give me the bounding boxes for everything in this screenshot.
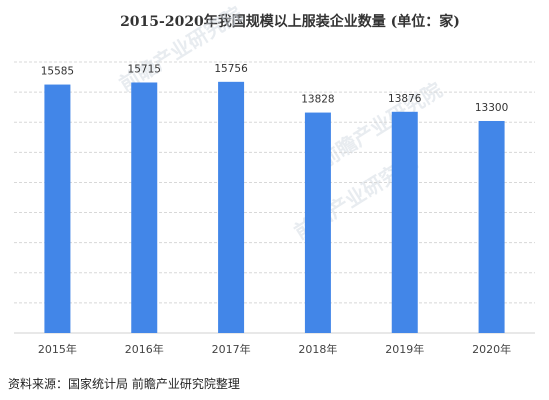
bar — [304, 112, 331, 333]
x-tick-label: 2019年 — [385, 342, 424, 356]
bar — [391, 111, 418, 333]
data-label: 13828 — [301, 94, 334, 106]
bar — [44, 84, 71, 333]
chart-title: 2015-2020年我国规模以上服装企业数量 (单位：家) — [120, 13, 460, 30]
x-axis-ticks: 2015年 2016年 2017年 2018年 2019年 2020年 — [38, 342, 511, 356]
bar — [131, 82, 158, 334]
x-tick-label: 2016年 — [125, 342, 164, 356]
x-tick-label: 2015年 — [38, 342, 77, 356]
x-tick-label: 2017年 — [212, 342, 251, 356]
bars — [44, 81, 505, 334]
data-label: 15715 — [128, 63, 161, 75]
bar — [218, 81, 245, 333]
data-label: 13876 — [388, 93, 422, 105]
data-labels: 15585 15715 15756 13828 13876 13300 — [41, 63, 509, 114]
data-label: 15585 — [41, 66, 74, 78]
bar — [478, 120, 505, 333]
gridlines — [14, 61, 535, 334]
data-label: 13300 — [475, 102, 508, 114]
x-tick-label: 2018年 — [298, 342, 337, 356]
source-note: 资料来源：国家统计局 前瞻产业研究院整理 — [8, 376, 240, 391]
x-tick-label: 2020年 — [472, 342, 511, 356]
data-label: 15756 — [214, 63, 248, 75]
